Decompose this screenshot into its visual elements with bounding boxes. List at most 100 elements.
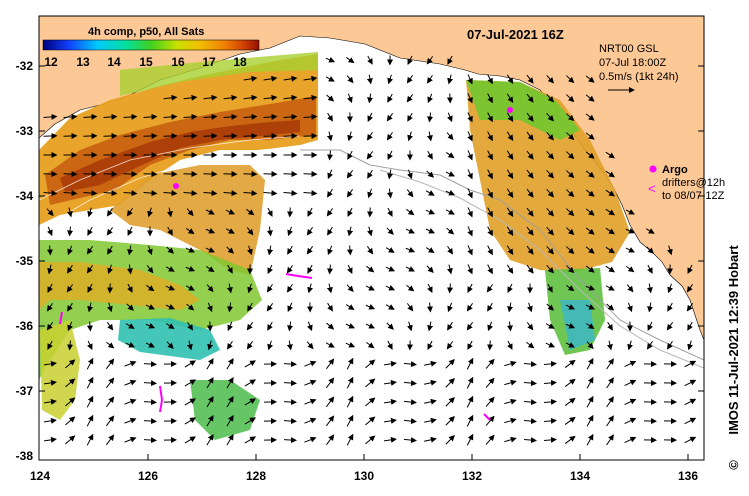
current-arrow bbox=[586, 376, 594, 389]
current-arrow bbox=[586, 341, 594, 350]
current-arrow bbox=[106, 341, 115, 349]
current-arrow bbox=[126, 207, 133, 217]
current-arrow bbox=[87, 340, 93, 351]
current-arrow bbox=[83, 190, 98, 197]
imos-credit: IMOS 11-Jul-2021 12:39 Hobart bbox=[726, 245, 741, 435]
current-arrow bbox=[427, 112, 434, 123]
current-arrow bbox=[403, 399, 417, 406]
current-arrow bbox=[46, 322, 54, 331]
current-arrow bbox=[547, 283, 553, 293]
current-arrow bbox=[365, 304, 376, 310]
current-arrow bbox=[287, 321, 294, 332]
current-arrow bbox=[546, 169, 555, 179]
current-arrow bbox=[487, 188, 493, 199]
current-arrow bbox=[223, 190, 238, 197]
current-arrow bbox=[585, 285, 596, 291]
current-arrow bbox=[225, 228, 235, 234]
current-arrow bbox=[306, 341, 314, 350]
current-arrow bbox=[407, 169, 413, 180]
current-arrow bbox=[543, 379, 557, 386]
current-arrow bbox=[466, 357, 474, 370]
current-arrow bbox=[526, 302, 533, 313]
current-arrow bbox=[403, 380, 417, 387]
current-arrow bbox=[686, 303, 694, 312]
current-arrow bbox=[145, 304, 155, 310]
current-arrow bbox=[247, 302, 253, 312]
current-arrow bbox=[287, 226, 293, 237]
current-vectors bbox=[43, 55, 697, 446]
current-arrow bbox=[504, 436, 517, 443]
colorbar-tick: 13 bbox=[76, 55, 90, 69]
map-title: 07-Jul-2021 16Z bbox=[467, 27, 564, 42]
current-arrow bbox=[106, 207, 113, 217]
current-arrow bbox=[485, 377, 495, 388]
current-arrow bbox=[467, 245, 473, 256]
current-arrow bbox=[523, 437, 537, 444]
current-arrow bbox=[366, 74, 373, 85]
current-arrow bbox=[606, 358, 614, 370]
current-arrow bbox=[646, 283, 653, 294]
current-arrow bbox=[487, 245, 493, 256]
current-arrow bbox=[367, 169, 373, 179]
current-arrow bbox=[366, 131, 373, 141]
current-arrow bbox=[543, 436, 557, 443]
current-arrow bbox=[565, 304, 575, 310]
colorbar-ticks: 12 13 14 15 16 17 18 bbox=[44, 55, 247, 69]
current-arrow bbox=[406, 284, 415, 292]
current-arrow bbox=[86, 246, 94, 255]
current-arrow bbox=[605, 189, 615, 197]
x-tick-label: 128 bbox=[246, 469, 266, 483]
current-arrow bbox=[447, 55, 453, 65]
current-arrow bbox=[647, 264, 653, 274]
current-arrow bbox=[267, 264, 273, 274]
current-arrow bbox=[385, 285, 396, 291]
current-arrow bbox=[325, 76, 335, 82]
current-arrow bbox=[345, 342, 356, 348]
current-arrow bbox=[523, 399, 537, 406]
current-arrow bbox=[244, 379, 257, 387]
current-arrow bbox=[86, 321, 93, 332]
current-arrow bbox=[263, 113, 278, 120]
current-arrow bbox=[523, 380, 537, 387]
current-arrow bbox=[124, 379, 137, 386]
current-arrow bbox=[165, 304, 176, 310]
current-arrow bbox=[406, 75, 413, 84]
current-arrow bbox=[566, 132, 575, 141]
current-arrow bbox=[325, 377, 335, 389]
drifter-track bbox=[159, 385, 164, 413]
current-arrow bbox=[427, 283, 433, 293]
current-arrow bbox=[606, 377, 614, 389]
current-arrow bbox=[106, 302, 113, 313]
current-arrow bbox=[445, 209, 455, 215]
current-arrow bbox=[205, 209, 215, 215]
current-arrow bbox=[386, 113, 394, 122]
current-arrow bbox=[203, 94, 218, 101]
current-arrow bbox=[166, 207, 173, 218]
current-arrow bbox=[346, 189, 353, 198]
current-arrow bbox=[467, 340, 473, 350]
current-arrow bbox=[166, 341, 174, 350]
current-arrow bbox=[346, 357, 354, 370]
current-arrow bbox=[146, 265, 154, 274]
current-arrow bbox=[226, 246, 235, 254]
current-arrow bbox=[645, 228, 655, 234]
current-arrow bbox=[105, 415, 115, 427]
current-arrow bbox=[406, 321, 413, 332]
current-arrow bbox=[687, 321, 693, 331]
current-arrow bbox=[445, 397, 455, 407]
current-arrow bbox=[165, 266, 175, 272]
argo-float bbox=[507, 107, 513, 113]
current-arrow bbox=[403, 437, 417, 444]
current-arrow bbox=[286, 265, 294, 274]
current-arrow bbox=[346, 414, 354, 427]
current-arrow bbox=[65, 359, 76, 369]
current-arrow bbox=[546, 131, 555, 141]
current-arrow bbox=[63, 113, 78, 120]
current-arrow bbox=[226, 415, 234, 427]
current-arrow bbox=[283, 190, 298, 197]
current-arrow bbox=[687, 340, 694, 351]
current-arrow bbox=[67, 245, 73, 256]
current-arrow bbox=[186, 340, 193, 351]
current-arrow bbox=[487, 226, 493, 237]
current-arrow bbox=[385, 266, 396, 272]
